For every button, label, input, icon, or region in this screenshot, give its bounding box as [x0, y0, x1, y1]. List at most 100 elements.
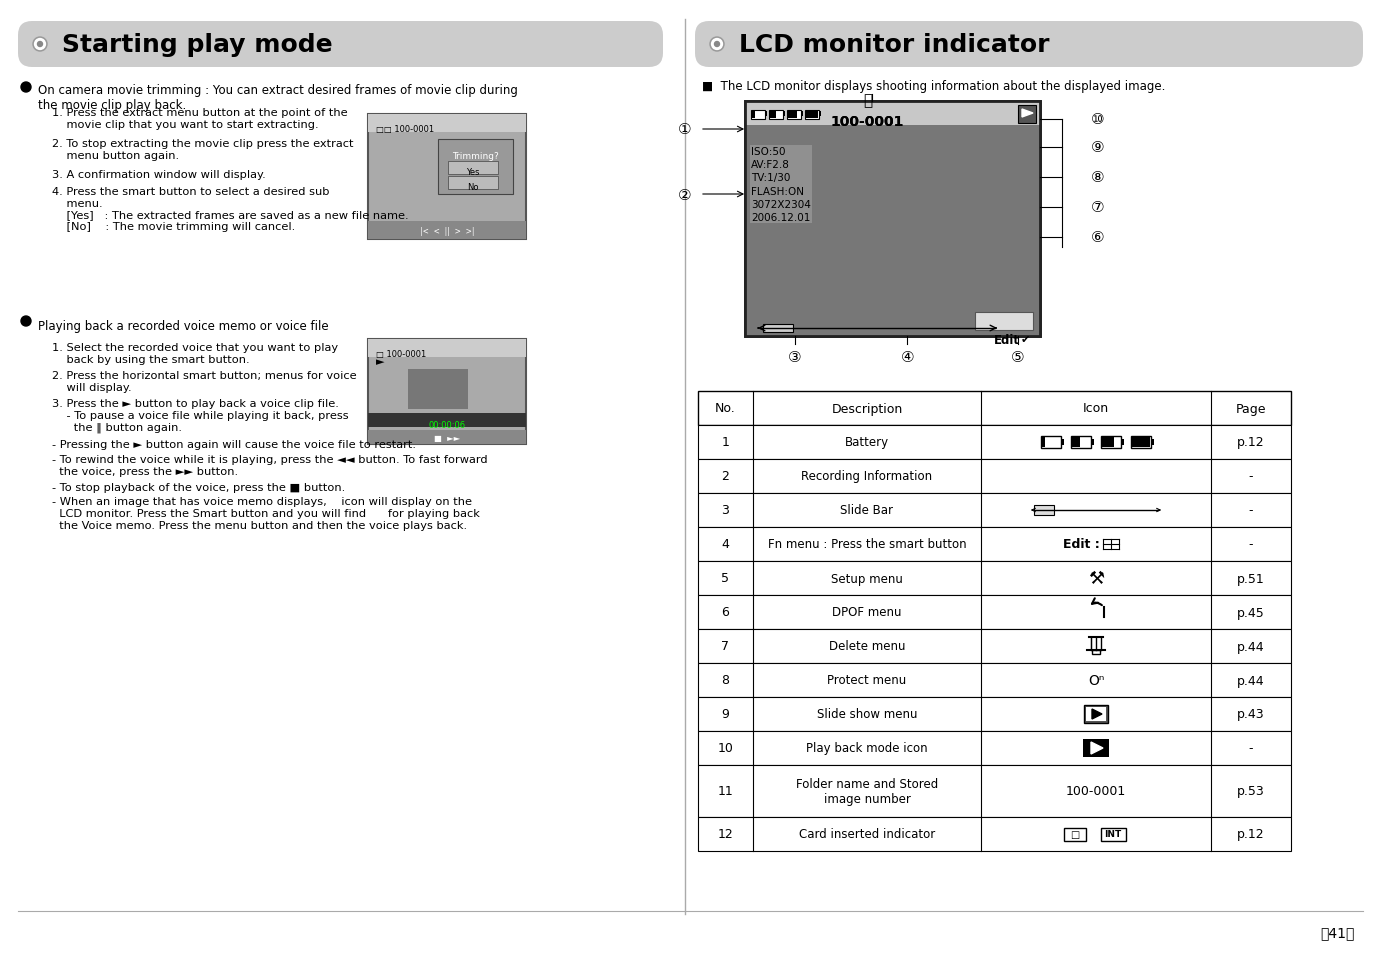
- Text: No: No: [467, 183, 479, 192]
- Bar: [697, 698, 1291, 731]
- Text: Card inserted indicator: Card inserted indicator: [798, 827, 935, 841]
- Text: p.12: p.12: [1237, 827, 1265, 841]
- Bar: [744, 102, 1040, 336]
- Bar: [769, 111, 783, 120]
- Bar: [697, 527, 1291, 561]
- Text: 4: 4: [721, 537, 729, 551]
- Bar: [1101, 436, 1121, 449]
- Text: Description: Description: [831, 402, 903, 416]
- Polygon shape: [1091, 742, 1103, 754]
- Bar: [1034, 505, 1054, 516]
- Text: Setup menu: Setup menu: [831, 572, 903, 585]
- Text: 12: 12: [718, 827, 733, 841]
- Text: - To rewind the voice while it is playing, press the ◄◄ button. To fast forward
: - To rewind the voice while it is playin…: [52, 455, 487, 476]
- Bar: [697, 596, 1291, 629]
- Text: 1. Press the extract menu button at the point of the
    movie clip that you wan: 1. Press the extract menu button at the …: [52, 108, 348, 130]
- Bar: [807, 112, 818, 119]
- Text: Battery: Battery: [845, 436, 889, 449]
- Text: □: □: [1070, 829, 1080, 840]
- Text: p.12: p.12: [1237, 436, 1265, 449]
- Text: Yes: Yes: [467, 168, 479, 177]
- Bar: [697, 426, 1291, 459]
- Text: ⑨: ⑨: [1091, 140, 1105, 155]
- Text: Play back mode icon: Play back mode icon: [807, 741, 928, 755]
- Text: ⑩: ⑩: [1091, 112, 1105, 128]
- Bar: [697, 494, 1291, 527]
- Bar: [753, 112, 755, 119]
- Bar: [807, 112, 818, 119]
- Text: LCD monitor indicator: LCD monitor indicator: [739, 33, 1050, 57]
- Text: ■  ►►: ■ ►►: [434, 433, 460, 442]
- Bar: [753, 112, 755, 119]
- Text: Recording Information: Recording Information: [801, 470, 932, 483]
- Text: -: -: [1248, 504, 1253, 517]
- Bar: [975, 313, 1033, 331]
- Text: 2: 2: [721, 470, 729, 483]
- Text: 2. To stop extracting the movie clip press the extract
    menu button again.: 2. To stop extracting the movie clip pre…: [52, 139, 354, 160]
- Bar: [1043, 437, 1045, 448]
- Bar: [697, 392, 1291, 426]
- Bar: [367, 339, 526, 357]
- Bar: [751, 111, 765, 120]
- Bar: [783, 112, 784, 117]
- Text: ⚒: ⚒: [1088, 569, 1103, 587]
- Text: On camera movie trimming : You can extract desired frames of movie clip during
t: On camera movie trimming : You can extra…: [39, 84, 518, 112]
- Bar: [367, 115, 526, 132]
- Text: □ 100-0001: □ 100-0001: [376, 350, 427, 358]
- Bar: [1131, 436, 1150, 449]
- Bar: [697, 731, 1291, 765]
- Bar: [407, 370, 468, 410]
- Polygon shape: [1022, 110, 1033, 118]
- Bar: [787, 111, 801, 120]
- Bar: [762, 325, 793, 333]
- Text: 2. Press the horizontal smart button; menus for voice
    will display.: 2. Press the horizontal smart button; me…: [52, 371, 356, 393]
- Polygon shape: [1022, 110, 1033, 118]
- Text: Folder name and Stored
image number: Folder name and Stored image number: [795, 778, 938, 805]
- Bar: [1132, 437, 1150, 448]
- Bar: [744, 102, 1040, 126]
- Text: ⑪: ⑪: [863, 92, 871, 108]
- Bar: [1084, 705, 1108, 723]
- Bar: [819, 112, 820, 117]
- Text: 10: 10: [718, 741, 733, 755]
- Text: ④: ④: [900, 350, 914, 365]
- Text: 8: 8: [721, 674, 729, 687]
- Bar: [697, 765, 1291, 817]
- Circle shape: [710, 38, 724, 52]
- Text: ⑥: ⑥: [1091, 231, 1105, 245]
- Text: Slide show menu: Slide show menu: [816, 708, 917, 720]
- Bar: [1018, 106, 1036, 124]
- Text: Protect menu: Protect menu: [827, 674, 906, 687]
- Text: INT: INT: [1105, 830, 1121, 839]
- Bar: [751, 111, 765, 120]
- Bar: [765, 112, 766, 117]
- Bar: [367, 222, 526, 240]
- Text: p.43: p.43: [1237, 708, 1265, 720]
- Bar: [697, 459, 1291, 494]
- Text: p.45: p.45: [1237, 606, 1265, 618]
- Text: 4. Press the smart button to select a desired sub
    menu.
    [Yes]   : The ex: 4. Press the smart button to select a de…: [52, 187, 409, 232]
- Bar: [1091, 439, 1094, 446]
- Bar: [1101, 828, 1126, 841]
- Text: 3: 3: [721, 504, 729, 517]
- Text: 7: 7: [721, 639, 729, 653]
- Bar: [367, 414, 526, 428]
- Text: ■  The LCD monitor displays shooting information about the displayed image.: ■ The LCD monitor displays shooting info…: [702, 80, 1166, 92]
- Text: p.51: p.51: [1237, 572, 1265, 585]
- Bar: [367, 339, 526, 444]
- FancyBboxPatch shape: [695, 22, 1363, 68]
- Text: 11: 11: [718, 784, 733, 798]
- Circle shape: [21, 83, 30, 92]
- Bar: [1150, 439, 1155, 446]
- Bar: [438, 140, 512, 194]
- Text: 100-0001: 100-0001: [830, 115, 903, 129]
- Text: Icon: Icon: [1083, 402, 1109, 416]
- FancyBboxPatch shape: [18, 22, 663, 68]
- Text: 00:00:06: 00:00:06: [428, 420, 465, 430]
- Bar: [1061, 439, 1063, 446]
- Text: 6: 6: [721, 606, 729, 618]
- Bar: [805, 111, 819, 120]
- Text: 9: 9: [721, 708, 729, 720]
- Bar: [744, 102, 1040, 336]
- Text: 3. A confirmation window will display.: 3. A confirmation window will display.: [52, 170, 265, 180]
